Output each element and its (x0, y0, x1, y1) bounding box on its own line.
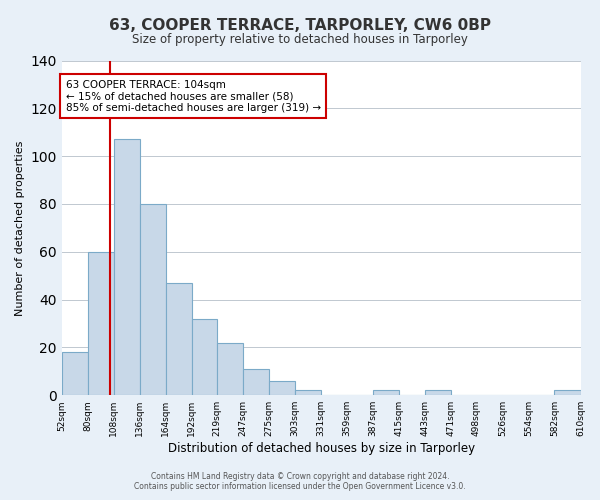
Text: 63 COOPER TERRACE: 104sqm
← 15% of detached houses are smaller (58)
85% of semi-: 63 COOPER TERRACE: 104sqm ← 15% of detac… (65, 80, 320, 113)
Bar (62, 352, 88, 395)
Bar (192, 318, 217, 395)
Bar (269, 381, 295, 395)
Y-axis label: Number of detached properties: Number of detached properties (15, 140, 25, 316)
Bar (140, 204, 166, 395)
Text: Contains HM Land Registry data © Crown copyright and database right 2024.
Contai: Contains HM Land Registry data © Crown c… (134, 472, 466, 491)
Bar (114, 140, 140, 395)
Bar (295, 390, 321, 395)
Bar (166, 283, 192, 395)
Bar (217, 342, 243, 395)
Bar (425, 390, 451, 395)
X-axis label: Distribution of detached houses by size in Tarporley: Distribution of detached houses by size … (167, 442, 475, 455)
Bar (554, 390, 581, 395)
Bar (373, 390, 399, 395)
Bar (243, 369, 269, 395)
Text: 63, COOPER TERRACE, TARPORLEY, CW6 0BP: 63, COOPER TERRACE, TARPORLEY, CW6 0BP (109, 18, 491, 32)
Bar (88, 252, 114, 395)
Text: Size of property relative to detached houses in Tarporley: Size of property relative to detached ho… (132, 32, 468, 46)
